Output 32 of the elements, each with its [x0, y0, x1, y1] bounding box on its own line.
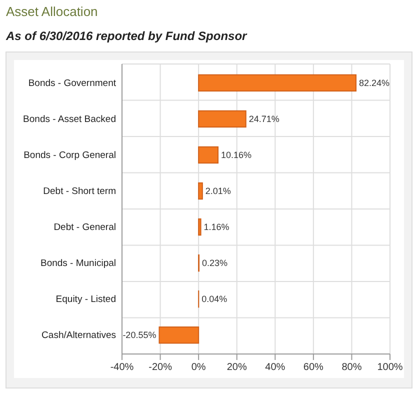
data-label: 2.01%	[205, 186, 231, 196]
bar	[198, 146, 219, 164]
x-tick-label: 0%	[191, 362, 206, 374]
bar	[198, 110, 246, 128]
bar	[198, 218, 202, 236]
y-tick-label: Bonds - Corp General	[24, 150, 116, 162]
data-label: 24.71%	[248, 114, 280, 124]
chart-title: Asset Allocation	[6, 4, 98, 19]
x-tick-label: 40%	[265, 362, 286, 374]
x-tick-label: 60%	[303, 362, 324, 374]
bar	[198, 182, 203, 200]
y-tick-label: Bonds - Government	[28, 78, 116, 89]
x-tick-label: -20%	[148, 362, 172, 374]
bar	[198, 74, 356, 92]
y-tick-label: Bonds - Asset Backed	[23, 114, 116, 125]
y-tick-label: Cash/Alternatives	[42, 330, 116, 342]
bar	[158, 326, 200, 344]
y-tick-label: Debt - General	[54, 222, 116, 234]
x-tick-label: 80%	[342, 362, 362, 374]
y-tick-label: Debt - Short term	[43, 186, 116, 198]
x-tick-label: 20%	[226, 362, 247, 374]
data-label: 0.23%	[202, 258, 228, 268]
y-tick-label: Bonds - Municipal	[40, 258, 116, 270]
y-tick-label: Equity - Listed	[56, 294, 116, 306]
chart-subtitle: As of 6/30/2016 reported by Fund Sponsor	[5, 29, 248, 43]
x-tick-label: 100%	[377, 362, 403, 374]
data-label: -20.55%	[122, 330, 156, 340]
data-label: 10.16%	[221, 150, 252, 160]
data-label: 0.04%	[202, 294, 228, 304]
data-label: 1.16%	[204, 222, 230, 232]
x-tick-label: -40%	[110, 362, 134, 374]
data-label: 82.24%	[359, 78, 390, 88]
